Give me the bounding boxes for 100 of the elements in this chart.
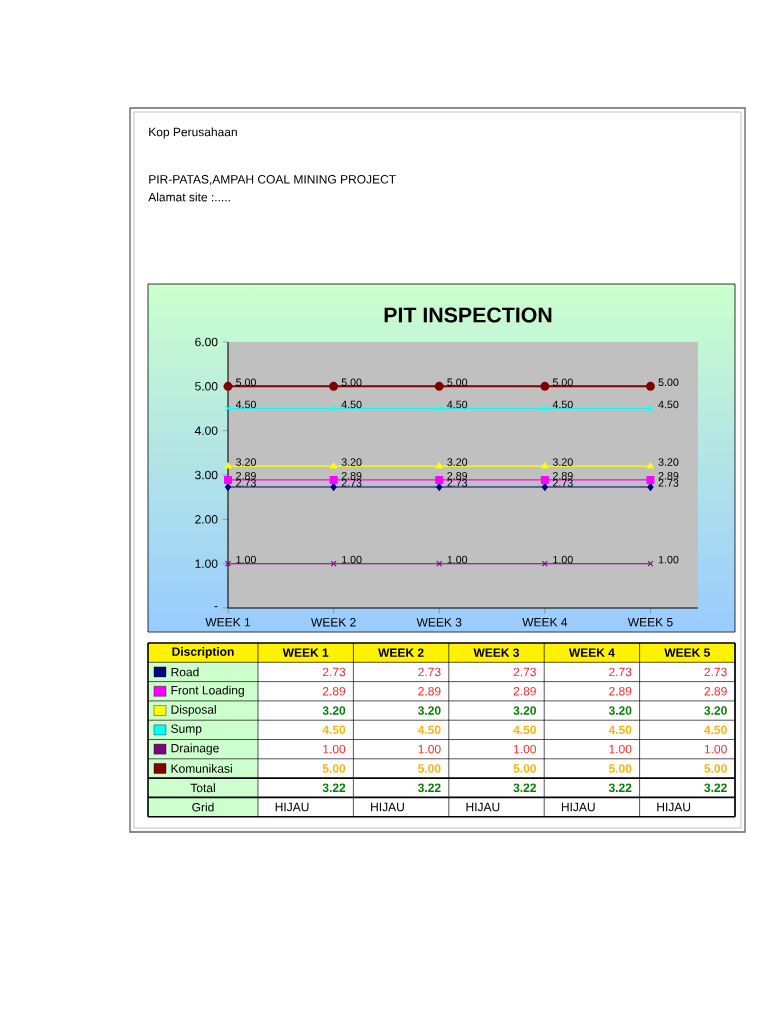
- text: 3.22: [418, 783, 441, 793]
- data-label: 2.73: [341, 479, 362, 487]
- data-label: 1.00: [236, 555, 256, 564]
- category-label: WEEK 5: [664, 648, 710, 657]
- text: 5.00: [322, 764, 346, 773]
- text: 2.89: [513, 687, 536, 696]
- text: 3.20: [418, 706, 441, 715]
- text: 3.20: [608, 706, 632, 715]
- data-label: 3.20: [341, 458, 362, 466]
- data-label: 2.73: [658, 479, 679, 487]
- text: 4.50: [608, 725, 632, 735]
- text: 1.00: [609, 744, 632, 754]
- text: HIJAU: [371, 802, 404, 812]
- data-label: 1.00: [447, 555, 468, 564]
- data-label: 5.00: [341, 378, 362, 387]
- y-tick-label: 3.00: [195, 470, 218, 480]
- x-tick-label: WEEK 4: [522, 618, 568, 627]
- legend-label: Sump: [171, 724, 202, 736]
- text: 5.00: [704, 764, 727, 773]
- text: Total: [190, 783, 215, 793]
- data-label: 4.50: [447, 400, 468, 409]
- x-tick-label: WEEK 1: [205, 618, 251, 627]
- legend-label: Front Loading: [171, 685, 244, 697]
- text: 4.50: [417, 725, 441, 735]
- text: Grid: [192, 802, 214, 812]
- text: 1.00: [418, 744, 441, 754]
- data-label: 2.73: [553, 479, 573, 487]
- category-label: WEEK 4: [568, 648, 615, 657]
- text: 2.73: [322, 667, 346, 677]
- category-label: WEEK 1: [282, 648, 329, 657]
- text: 3.22: [513, 783, 537, 793]
- data-label: 2.89: [447, 472, 468, 480]
- data-label: 4.50: [235, 400, 256, 409]
- text: 1.00: [704, 744, 727, 754]
- text: 4.50: [322, 725, 346, 735]
- text: 5.00: [418, 764, 441, 773]
- x-tick-label: WEEK 2: [311, 618, 356, 627]
- text: 4.50: [704, 725, 727, 735]
- text: 1.00: [323, 744, 346, 754]
- text: 2.73: [513, 667, 536, 677]
- legend-label: Road: [171, 667, 199, 677]
- text: HIJAU: [275, 802, 309, 812]
- data-label: 5.00: [552, 378, 573, 387]
- data-label: 3.20: [658, 458, 679, 466]
- chart-title: PIT INSPECTION: [384, 307, 552, 323]
- text: PIR-PATAS,AMPAH COAL MINING PROJECT: [149, 175, 396, 185]
- data-label: 2.89: [658, 472, 679, 480]
- text: 5.00: [608, 764, 632, 773]
- y-tick-label: 1.00: [195, 559, 218, 568]
- data-label: 2.73: [236, 479, 256, 487]
- data-label: 3.20: [236, 458, 256, 466]
- text: 3.20: [704, 706, 727, 715]
- category-label: WEEK 2: [378, 648, 424, 657]
- data-label: 3.20: [447, 458, 468, 466]
- text: 3.22: [704, 783, 727, 793]
- data-label: 2.89: [341, 472, 362, 480]
- text: HIJAU: [466, 802, 500, 812]
- data-label: 4.50: [658, 400, 679, 409]
- data-label: 1.00: [658, 555, 679, 564]
- text: 2.89: [322, 687, 346, 696]
- text: Alamat site :.....: [148, 192, 230, 202]
- text: 2.73: [418, 667, 441, 677]
- data-label: 2.89: [236, 472, 256, 480]
- text: 2.89: [609, 687, 632, 696]
- legend-label: Disposal: [171, 704, 216, 717]
- text: 4.50: [513, 725, 537, 735]
- text: HIJAU: [657, 802, 691, 812]
- data-label: 1.00: [553, 555, 573, 564]
- legend-label: Komunikasi: [171, 764, 232, 773]
- category-label: WEEK 3: [473, 648, 520, 657]
- data-label: 4.50: [341, 400, 362, 409]
- text: 5.00: [513, 764, 537, 773]
- text: 2.73: [704, 667, 727, 677]
- data-label: 5.00: [447, 378, 468, 387]
- data-label: 2.89: [553, 472, 573, 480]
- y-tick-label: 2.00: [195, 515, 218, 524]
- y-tick-label: 5.00: [195, 382, 218, 391]
- data-label: 5.00: [236, 378, 256, 387]
- text: 1.00: [514, 744, 537, 754]
- data-label: 1.00: [342, 555, 362, 564]
- text: HIJAU: [561, 802, 595, 812]
- text: 2.73: [609, 667, 632, 677]
- text: 3.20: [513, 706, 537, 715]
- text: 3.22: [608, 783, 632, 793]
- data-label: 3.20: [552, 458, 573, 466]
- data-label: 2.73: [447, 479, 468, 487]
- text: 2.89: [704, 687, 727, 696]
- text: 2.89: [418, 687, 441, 696]
- y-tick-label: -: [214, 606, 218, 608]
- x-tick-label: WEEK 5: [627, 618, 673, 627]
- legend-title: Discription: [172, 647, 234, 659]
- data-label: 5.00: [658, 378, 679, 387]
- legend-label: Drainage: [171, 743, 219, 755]
- text: 3.22: [322, 783, 346, 793]
- text: 3.20: [322, 706, 346, 715]
- x-tick-label: WEEK 3: [416, 618, 462, 627]
- y-tick-label: 6.00: [195, 337, 218, 347]
- data-label: 4.50: [552, 400, 573, 409]
- y-tick-label: 4.00: [194, 426, 218, 435]
- text: Kop Perusahaan: [149, 127, 237, 139]
